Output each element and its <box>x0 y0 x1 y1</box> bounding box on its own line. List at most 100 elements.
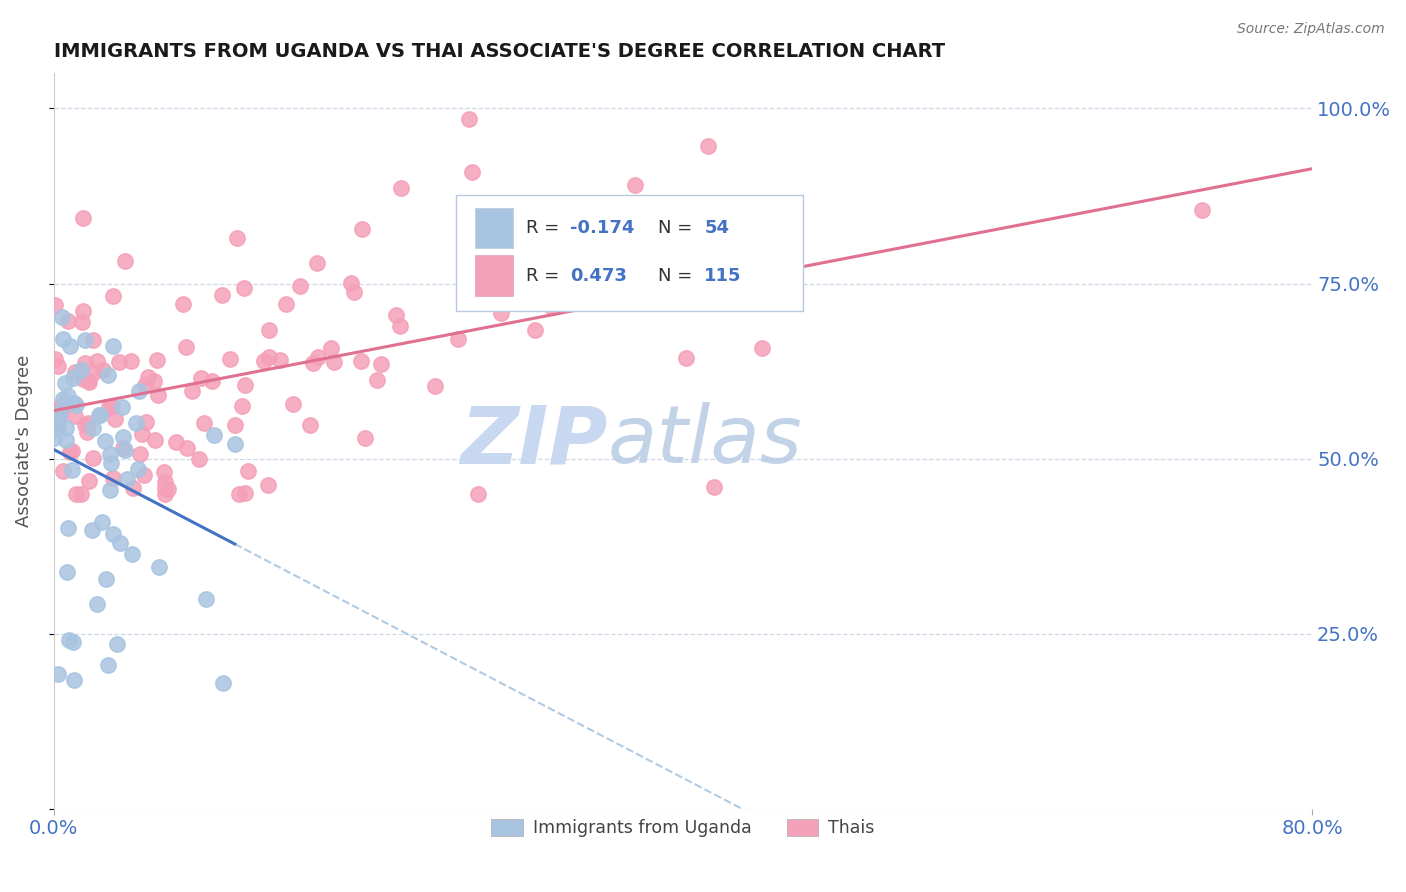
Point <box>146 387 169 401</box>
Point <box>128 384 150 398</box>
Point <box>257 350 280 364</box>
Point <box>48 402 70 417</box>
Point <box>165 434 187 449</box>
Point <box>211 675 233 690</box>
Point <box>299 417 322 432</box>
Text: 54: 54 <box>704 219 730 237</box>
Point <box>458 112 481 126</box>
Point <box>90 515 112 529</box>
Point <box>93 434 115 448</box>
Point <box>49 403 72 417</box>
Point <box>202 427 225 442</box>
Point <box>51 310 73 324</box>
Point <box>52 464 75 478</box>
Point <box>112 430 135 444</box>
Point <box>73 417 96 432</box>
Point <box>127 462 149 476</box>
Point <box>46 422 69 436</box>
Point <box>352 221 374 235</box>
Point <box>49 405 72 419</box>
Point <box>104 412 127 426</box>
Point <box>524 323 547 337</box>
Point <box>62 396 84 410</box>
Point <box>105 636 128 650</box>
Point <box>233 281 256 295</box>
Point <box>174 340 197 354</box>
Point <box>44 351 66 366</box>
Point <box>59 445 82 459</box>
Point <box>48 413 70 427</box>
Point <box>94 572 117 586</box>
Point <box>201 374 224 388</box>
Legend: Immigrants from Uganda, Thais: Immigrants from Uganda, Thais <box>485 812 882 844</box>
Point <box>114 253 136 268</box>
Point <box>233 378 256 392</box>
Point <box>77 375 100 389</box>
Point <box>65 398 87 412</box>
Point <box>56 389 79 403</box>
Point <box>101 289 124 303</box>
Text: R =: R = <box>526 219 565 237</box>
Point <box>257 478 280 492</box>
Point <box>100 456 122 470</box>
Point <box>97 368 120 382</box>
Point <box>98 483 121 497</box>
Point <box>122 481 145 495</box>
Point <box>65 486 87 500</box>
Point <box>231 399 253 413</box>
Point <box>288 279 311 293</box>
Point <box>97 657 120 672</box>
Point <box>142 374 165 388</box>
Point <box>321 341 343 355</box>
Point <box>62 370 84 384</box>
Point <box>385 308 408 322</box>
Point <box>350 353 373 368</box>
Point <box>195 592 218 607</box>
Point <box>148 559 170 574</box>
Point <box>302 356 325 370</box>
Point <box>82 421 104 435</box>
Point <box>134 467 156 482</box>
Bar <box>475 255 513 296</box>
Point <box>53 376 76 391</box>
Point <box>391 181 413 195</box>
Point <box>52 392 75 406</box>
Point <box>101 399 124 413</box>
Point <box>172 297 194 311</box>
Text: -0.174: -0.174 <box>569 219 634 237</box>
Point <box>155 486 177 500</box>
Point <box>1191 202 1213 217</box>
Point <box>93 362 115 376</box>
Point <box>467 486 489 500</box>
Point <box>190 370 212 384</box>
Point <box>65 366 87 380</box>
Point <box>112 441 135 455</box>
Point <box>82 366 104 380</box>
Point <box>193 417 215 431</box>
Point <box>323 355 346 369</box>
Point <box>283 396 305 410</box>
Point <box>235 486 257 500</box>
Point <box>131 426 153 441</box>
Point <box>72 211 94 225</box>
Point <box>253 353 276 368</box>
Point <box>70 486 93 500</box>
Bar <box>475 208 513 248</box>
Point <box>82 523 104 537</box>
Point <box>305 255 328 269</box>
Point <box>224 436 246 450</box>
Point <box>72 303 94 318</box>
Point <box>73 356 96 370</box>
Text: N =: N = <box>658 267 697 285</box>
Point <box>188 452 211 467</box>
Point <box>79 474 101 488</box>
Point <box>236 464 259 478</box>
Point <box>115 472 138 486</box>
Point <box>62 443 84 458</box>
Text: R =: R = <box>526 267 565 285</box>
Point <box>540 301 562 315</box>
Point <box>143 433 166 447</box>
Point <box>703 480 725 494</box>
Point <box>226 231 249 245</box>
Point <box>176 441 198 455</box>
